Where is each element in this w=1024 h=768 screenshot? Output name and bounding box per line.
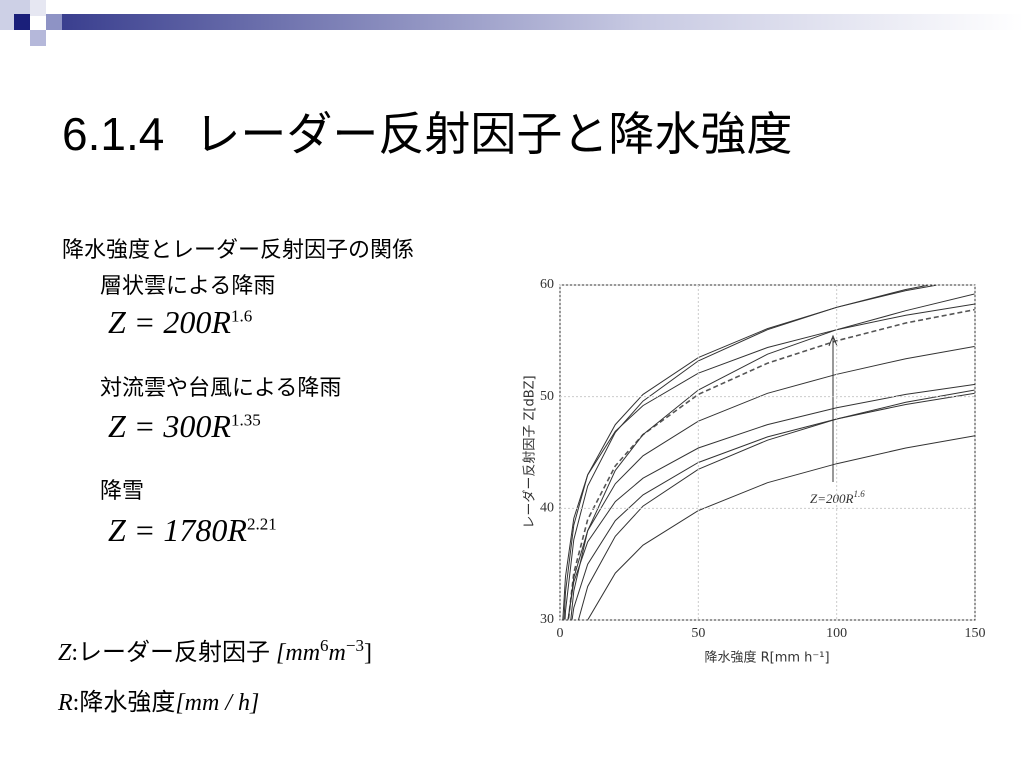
curve	[564, 285, 932, 620]
title-text: レーダー反射因子と降水強度	[194, 108, 793, 160]
curve	[562, 303, 975, 620]
y-tick-label: 30	[540, 612, 554, 627]
symbol: Z	[58, 640, 72, 666]
symbol-definition: R:降水強度[mm / h]	[58, 682, 259, 717]
unit-part: [mm / h]	[175, 690, 260, 716]
item-label: 層状雲による降雨	[100, 274, 276, 299]
y-tick-label: 60	[540, 277, 554, 292]
x-tick-label: 150	[965, 626, 986, 641]
curve	[587, 435, 975, 620]
formula: Z = 200R1.6	[108, 304, 252, 341]
formula-exponent: 1.6	[230, 306, 253, 326]
annotation: Z=200R1.6	[810, 489, 865, 506]
chart: レーダー反射因子 Z[dBZ] 降水強度 R[mm h⁻¹] Z=200R1.6…	[522, 277, 986, 666]
annotation-superscript: 1.6	[853, 489, 865, 499]
annotation-text: Z=200R	[810, 491, 854, 506]
formula: Z = 1780R2.21	[108, 512, 277, 549]
item-label: 対流雲や台風による降雨	[100, 376, 342, 401]
arrowhead	[828, 334, 838, 347]
formula-exponent: 1.35	[230, 410, 261, 430]
section-number: 6.1.4	[62, 108, 165, 160]
y-axis-label: レーダー反射因子 Z[dBZ]	[522, 375, 538, 528]
curve	[570, 293, 975, 620]
intro: 降水強度とレーダー反射因子の関係	[62, 238, 415, 263]
unit-part: [mm	[270, 640, 321, 666]
formula-body: Z = 1780R	[108, 512, 247, 548]
formula-exponent: 2.21	[246, 514, 277, 534]
definition: :レーダー反射因子	[71, 640, 271, 666]
symbol: R	[58, 690, 73, 716]
formula-body: Z = 200R	[108, 304, 231, 340]
unit-exponent: −3	[345, 636, 364, 655]
symbol-definition: Z:レーダー反射因子 [mm6m−3]	[58, 632, 372, 667]
curve	[563, 285, 941, 620]
unit-exponent: 6	[320, 636, 329, 655]
x-tick-label: 100	[826, 626, 847, 641]
definition: :降水強度	[72, 690, 176, 716]
curve	[571, 392, 975, 620]
slide-title: 6.1.4 レーダー反射因子と降水強度	[62, 98, 792, 164]
x-tick-label: 0	[557, 626, 564, 641]
formula-body: Z = 300R	[108, 408, 231, 444]
x-tick-label: 50	[691, 626, 705, 641]
curve	[577, 389, 975, 620]
unit-part: m	[328, 640, 346, 666]
y-tick-label: 40	[540, 501, 554, 516]
item-label: 降雪	[100, 479, 145, 504]
plot-frame	[559, 284, 976, 621]
curve	[567, 308, 975, 620]
formula: Z = 300R1.35	[108, 408, 261, 445]
unit-part: ]	[363, 640, 372, 666]
curve	[567, 383, 975, 620]
y-tick-label: 50	[540, 389, 554, 404]
curves	[562, 285, 975, 620]
x-axis-label: 降水強度 R[mm h⁻¹]	[704, 650, 829, 666]
